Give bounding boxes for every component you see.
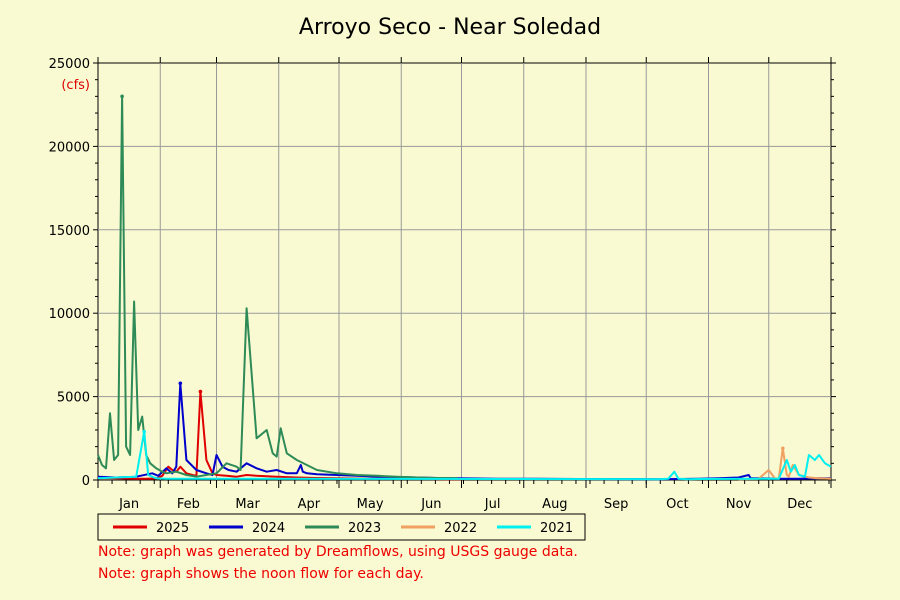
y-tick-label: 15000 xyxy=(49,224,90,239)
series-line-2022 xyxy=(738,447,832,481)
series-line-2021 xyxy=(97,430,832,481)
plot-frame xyxy=(97,62,832,481)
y-tick-label: 0 xyxy=(82,474,90,489)
x-tick-label: May xyxy=(357,497,384,512)
chart-title: Arroyo Seco - Near Soledad xyxy=(299,15,601,40)
series-peak-marker-2023 xyxy=(120,94,124,99)
x-tick-label: Jul xyxy=(484,497,501,512)
legend-label-2024: 2024 xyxy=(252,521,285,536)
series xyxy=(97,94,832,481)
series-peak-marker-2024 xyxy=(178,381,183,386)
legend: 2025 2024 2023 2022 2021 xyxy=(97,513,586,541)
series-peak-marker-2022 xyxy=(781,446,785,451)
y-tick-label: 5000 xyxy=(57,391,90,406)
x-tick-label: Nov xyxy=(726,497,752,512)
x-tick-label: Sep xyxy=(604,497,629,512)
x-tick-label: Jan xyxy=(118,497,139,512)
x-tick-label: Feb xyxy=(177,497,200,512)
x-tick-label: Oct xyxy=(666,497,688,512)
x-tick-label: Apr xyxy=(298,497,321,512)
series-peak-marker-2021 xyxy=(142,429,146,434)
series-line-2023 xyxy=(97,95,458,480)
x-tick-label: Dec xyxy=(787,497,812,512)
x-tick-label: Mar xyxy=(235,497,260,512)
note-noon-flow: Note: graph shows the noon flow for each… xyxy=(98,566,424,582)
grid xyxy=(98,63,831,480)
legend-label-2025: 2025 xyxy=(156,521,189,536)
x-tick-label: Jun xyxy=(420,497,441,512)
y-tick-label: 25000 xyxy=(49,57,90,72)
x-tick-label: Aug xyxy=(542,497,567,512)
y-unit-label: (cfs) xyxy=(61,78,90,93)
series-peak-marker-2025 xyxy=(198,389,203,394)
legend-box xyxy=(97,513,586,541)
legend-label-2021: 2021 xyxy=(540,521,573,536)
y-tick-label: 10000 xyxy=(49,307,90,322)
legend-label-2022: 2022 xyxy=(444,521,477,536)
axes: 0 5000 10000 15000 20000 25000 Jan Feb Mar Apr May… xyxy=(49,57,836,512)
legend-label-2023: 2023 xyxy=(348,521,381,536)
y-tick-label: 20000 xyxy=(49,140,90,155)
note-source: Note: graph was generated by Dreamflows,… xyxy=(98,544,578,560)
